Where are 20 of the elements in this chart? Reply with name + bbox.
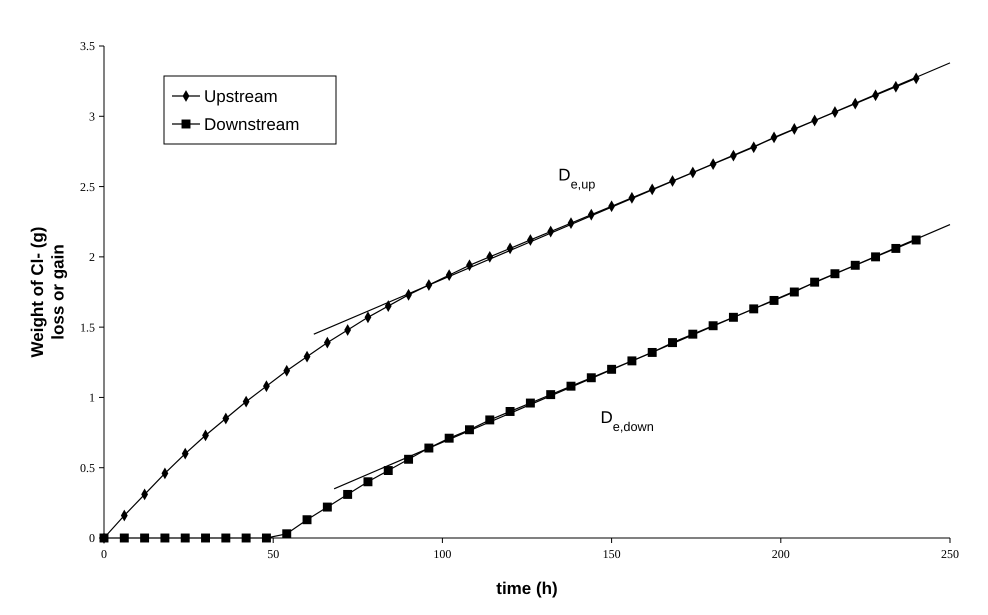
x-tick-label: 0: [101, 547, 107, 561]
annotation: D$_{e,up}$: [558, 166, 596, 192]
x-tick-label: 250: [941, 547, 959, 561]
x-axis-title: time (h): [496, 579, 558, 598]
y-tick-label: 1.5: [80, 320, 95, 334]
y-tick-label: 3: [89, 109, 95, 124]
y-tick-label: 2.5: [80, 180, 95, 194]
y-tick-label: 1: [89, 390, 95, 405]
y-tick-label: 3.5: [80, 39, 95, 54]
legend-label: Downstream: [204, 114, 300, 134]
y-tick-label: 0: [89, 531, 95, 546]
annotation: D$_{e,down}$: [600, 408, 654, 434]
x-tick-label: 100: [433, 547, 452, 561]
y-axis-title: Weight of Cl- (g) loss or gain: [28, 226, 68, 358]
y-tick-label: 0.5: [80, 460, 95, 475]
x-tick-label: 150: [602, 547, 621, 561]
x-tick-label: 50: [267, 547, 280, 561]
x-tick-label: 200: [772, 547, 790, 561]
legend-label: Upstream: [204, 86, 278, 106]
y-tick-label: 2: [89, 250, 95, 264]
